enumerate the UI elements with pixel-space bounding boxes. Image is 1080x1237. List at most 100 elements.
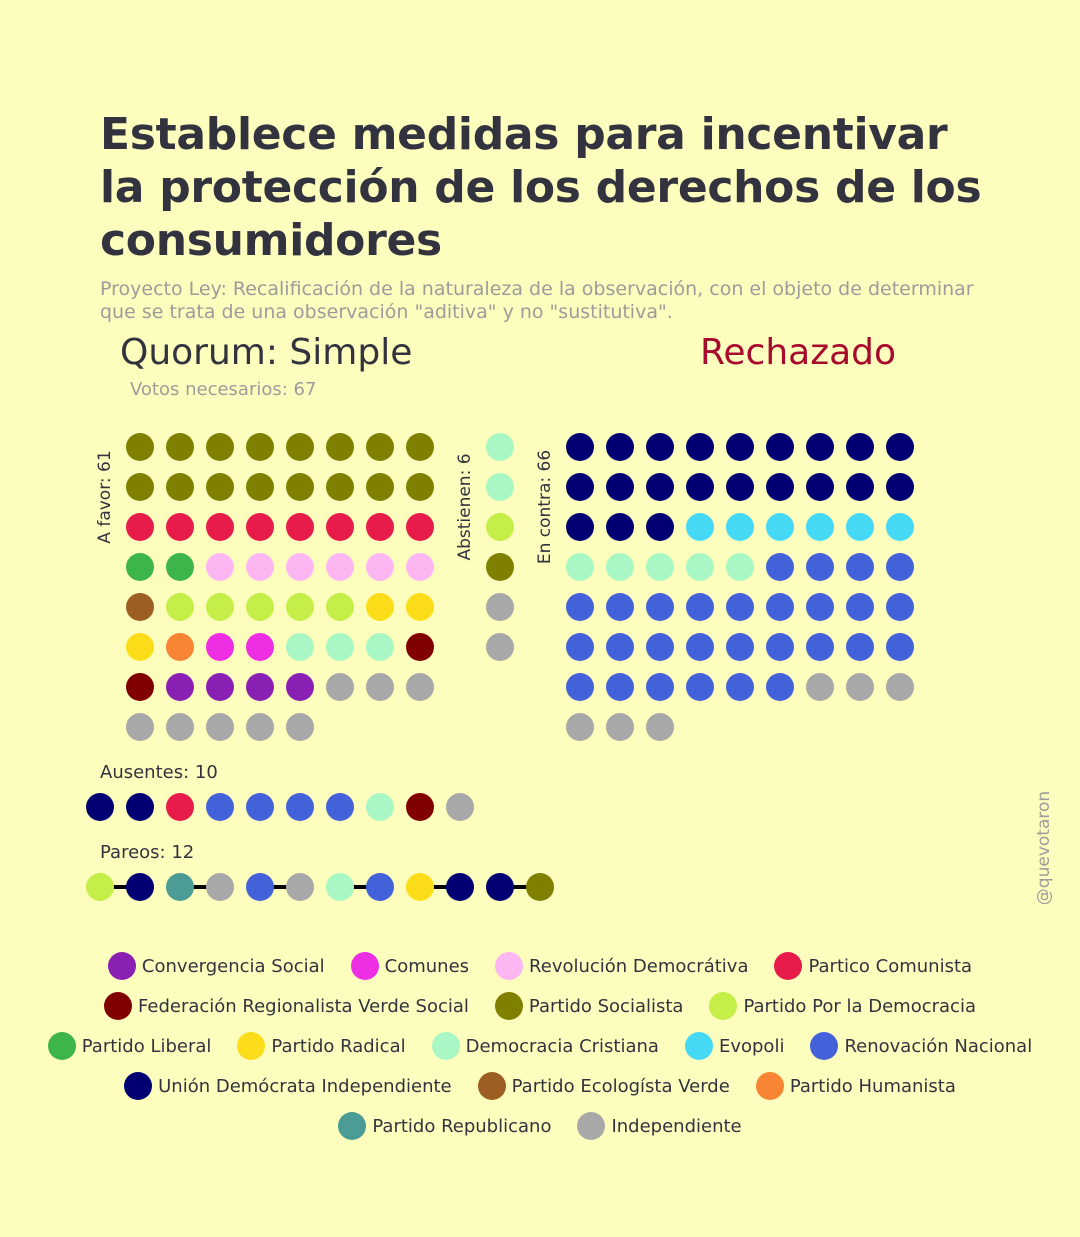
legend-item: Partido Socialista [494, 992, 684, 1020]
seat-pairs-ind [206, 873, 234, 901]
seat-favor-ps [246, 473, 274, 501]
seat-abstain-ind [486, 593, 514, 621]
seat-favor-ps [246, 433, 274, 461]
seat-pairs-udi [446, 873, 474, 901]
legend-label: Partido Por la Democracia [743, 995, 976, 1017]
legend-item: Unión Demócrata Independiente [124, 1072, 452, 1100]
legend-row: Partido Liberal Partido Radical Democracia… [0, 1026, 1080, 1066]
result-label: Rechazado [700, 332, 897, 373]
seat-abstain-ppd [486, 513, 514, 541]
seat-absent-udi [86, 793, 114, 821]
legend-label: Democracia Cristiana [465, 1035, 659, 1057]
seat-absent-udi [126, 793, 154, 821]
seat-contra-rn [806, 553, 834, 581]
seat-favor-ind [166, 713, 194, 741]
seat-contra-rn [646, 633, 674, 661]
seat-abstain-ps [486, 553, 514, 581]
seat-favor-ind [366, 673, 394, 701]
seat-absent-frvs [406, 793, 434, 821]
seat-contra-ind [846, 673, 874, 701]
legend-label: Partido Ecologísta Verde [511, 1075, 730, 1097]
seat-contra-udi [686, 433, 714, 461]
seat-contra-udi [806, 433, 834, 461]
legend-swatch [431, 1032, 460, 1060]
seat-contra-udi [766, 433, 794, 461]
legend-item: Revolución Democrátiva [495, 952, 748, 980]
seat-contra-rn [806, 593, 834, 621]
seat-contra-rn [846, 593, 874, 621]
seat-favor-pc [326, 513, 354, 541]
legend-label: Partido Humanista [789, 1075, 956, 1097]
legend-label: Independiente [611, 1115, 742, 1137]
legend-row: Unión Demócrata Independiente Partido Eco… [0, 1066, 1080, 1106]
seat-contra-dc [726, 553, 754, 581]
seat-favor-ppd [286, 593, 314, 621]
legend-item: Comunes [350, 952, 469, 980]
seat-contra-rn [846, 633, 874, 661]
seat-contra-dc [566, 553, 594, 581]
seat-favor-rd [406, 553, 434, 581]
seat-favor-ind [126, 713, 154, 741]
seat-absent-ind [446, 793, 474, 821]
seat-favor-pr [126, 633, 154, 661]
seat-contra-ind [606, 713, 634, 741]
seat-favor-rd [246, 553, 274, 581]
seat-favor-ppd [246, 593, 274, 621]
legend-label: Partido Republicano [372, 1115, 552, 1137]
seat-contra-rn [726, 673, 754, 701]
legend-swatch [104, 992, 132, 1020]
legend-row: Convergencia Social Comunes Revolución Dem… [0, 946, 1080, 986]
seat-pairs-dc [326, 873, 354, 901]
seat-contra-rn [566, 593, 594, 621]
legend-label: Revolución Democrátiva [529, 955, 749, 977]
seat-favor-com [206, 633, 234, 661]
seat-favor-pev [126, 593, 154, 621]
legend-item: Partido Ecologísta Verde [477, 1072, 730, 1100]
seat-favor-ps [126, 433, 154, 461]
seat-contra-rn [726, 593, 754, 621]
legend-swatch [577, 1112, 606, 1140]
legend-item: Renovación Nacional [810, 1032, 1032, 1060]
seat-contra-udi [646, 473, 674, 501]
seat-favor-pc [206, 513, 234, 541]
seat-absent-rn [206, 793, 234, 821]
seat-pairs-udi [126, 873, 154, 901]
seat-favor-rd [326, 553, 354, 581]
seat-favor-pl [166, 553, 194, 581]
seat-pairs-rn [366, 873, 394, 901]
legend-swatch [237, 1032, 266, 1060]
legend-item: Partido Republicano [338, 1112, 551, 1140]
seat-favor-ppd [206, 593, 234, 621]
seat-pairs-rn [246, 873, 274, 901]
seat-favor-ps [126, 473, 154, 501]
legend-item: Democracia Cristiana [431, 1032, 659, 1060]
legend-swatch [124, 1072, 153, 1100]
legend-item: Evopoli [684, 1032, 784, 1060]
seat-favor-rd [366, 553, 394, 581]
legend-swatch [107, 952, 136, 980]
seat-favor-ppd [326, 593, 354, 621]
legend-label: Partido Socialista [528, 995, 684, 1017]
seat-favor-ps [366, 433, 394, 461]
seat-favor-ps [286, 433, 314, 461]
seat-pairs-ind [286, 873, 314, 901]
seat-abstain-dc [486, 473, 514, 501]
legend-item: Independiente [577, 1112, 742, 1140]
seat-favor-ind [246, 713, 274, 741]
votes-needed: Votos necesarios: 67 [130, 379, 317, 400]
seat-contra-udi [606, 473, 634, 501]
seat-contra-rn [886, 553, 914, 581]
seat-contra-udi [566, 513, 594, 541]
seat-contra-udi [646, 513, 674, 541]
seat-contra-udi [566, 473, 594, 501]
seat-favor-pc [246, 513, 274, 541]
seat-contra-udi [726, 433, 754, 461]
seat-favor-ps [286, 473, 314, 501]
seat-pairs-ps [526, 873, 554, 901]
seat-favor-pr [406, 593, 434, 621]
legend-swatch [494, 992, 523, 1020]
legend-swatch [709, 992, 738, 1020]
legend-swatch [755, 1072, 784, 1100]
seat-contra-rn [646, 673, 674, 701]
seat-favor-cs [286, 673, 314, 701]
